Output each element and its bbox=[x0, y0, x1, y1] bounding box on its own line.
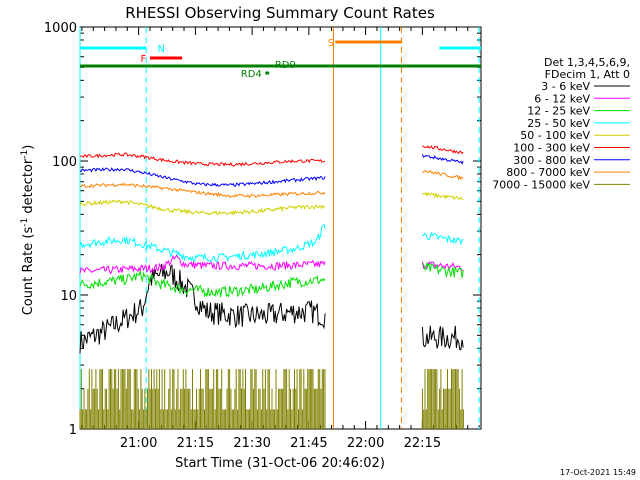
flag-label: S bbox=[328, 38, 334, 49]
legend-header: FDecim 1, Att 0 bbox=[545, 68, 630, 81]
x-tick-label: 22:00 bbox=[347, 436, 384, 451]
legend-item-label: 7000 - 15000 keV bbox=[492, 178, 590, 191]
legend-header: Det 1,3,4,5,6,9, bbox=[544, 56, 630, 69]
flag-label: RD4 bbox=[241, 69, 262, 80]
series-line bbox=[422, 145, 464, 155]
plot-area: 1 10 100 1000 21:00 21:15 21:30 21:45 22:00 22:15… bbox=[44, 21, 482, 451]
flag-label: RD9 bbox=[275, 60, 296, 71]
series-line bbox=[421, 325, 464, 351]
series-line bbox=[79, 369, 326, 429]
legend: Det 1,3,4,5,6,9,FDecim 1, Att 03 - 6 keV… bbox=[492, 56, 630, 191]
footer-timestamp: 17-Oct-2021 15:49 bbox=[560, 468, 636, 477]
legend-item-label: 300 - 800 keV bbox=[513, 154, 590, 167]
chart-title: RHESSI Observing Summary Count Rates bbox=[125, 4, 435, 22]
legend-item-label: 50 - 100 keV bbox=[520, 129, 590, 142]
series-line bbox=[79, 263, 326, 354]
legend-item-label: 800 - 7000 keV bbox=[506, 166, 590, 179]
series-line bbox=[79, 223, 326, 263]
y-tick-label: 10 bbox=[60, 289, 77, 304]
legend-item-label: 6 - 12 keV bbox=[534, 92, 590, 105]
flag-label: F bbox=[141, 54, 147, 65]
y-tick-label: 1 bbox=[69, 423, 77, 438]
series-100to300keV bbox=[79, 145, 464, 167]
y-axis-label: Count Rate (s-1 detector-1) bbox=[20, 145, 36, 316]
series-line bbox=[421, 369, 464, 429]
series-line bbox=[421, 261, 464, 272]
series-50to100keV bbox=[79, 191, 464, 216]
svg-text:Count Rate (s-1 detector-1): Count Rate (s-1 detector-1) bbox=[20, 145, 36, 316]
flag-label: N bbox=[158, 44, 165, 55]
x-tick-label: 21:30 bbox=[233, 436, 270, 451]
series-line bbox=[79, 152, 326, 167]
legend-item-label: 12 - 25 keV bbox=[527, 105, 590, 118]
series-12to25keV bbox=[79, 261, 464, 298]
series-line bbox=[79, 270, 326, 298]
legend-item-label: 3 - 6 keV bbox=[541, 80, 590, 93]
x-tick-label: 21:00 bbox=[120, 436, 157, 451]
series-6to12keV bbox=[79, 254, 464, 275]
series-line bbox=[79, 199, 326, 216]
series-line bbox=[422, 261, 464, 279]
legend-item-label: 100 - 300 keV bbox=[513, 142, 590, 155]
series-line bbox=[422, 191, 464, 201]
x-tick-label: 22:15 bbox=[404, 436, 441, 451]
series-25to50keV bbox=[79, 223, 464, 263]
series-800to7000keV bbox=[79, 169, 464, 199]
y-tick-label: 100 bbox=[52, 155, 77, 170]
series-line bbox=[79, 254, 326, 275]
series-7000to15000keV bbox=[79, 369, 464, 429]
plot-frame bbox=[79, 26, 482, 430]
series-line bbox=[421, 154, 464, 165]
x-axis-label: Start Time (31-Oct-06 20:46:02) bbox=[175, 456, 385, 471]
x-tick-label: 21:15 bbox=[177, 436, 214, 451]
series-line bbox=[79, 167, 326, 187]
series-line bbox=[422, 231, 464, 245]
series-line bbox=[79, 182, 326, 199]
series-line bbox=[422, 169, 464, 181]
series-300to800keV bbox=[79, 154, 464, 187]
x-tick-label: 21:45 bbox=[290, 436, 327, 451]
y-tick-label: 1000 bbox=[44, 21, 77, 36]
legend-item-label: 25 - 50 keV bbox=[527, 117, 590, 130]
series-3to6keV bbox=[79, 263, 464, 354]
